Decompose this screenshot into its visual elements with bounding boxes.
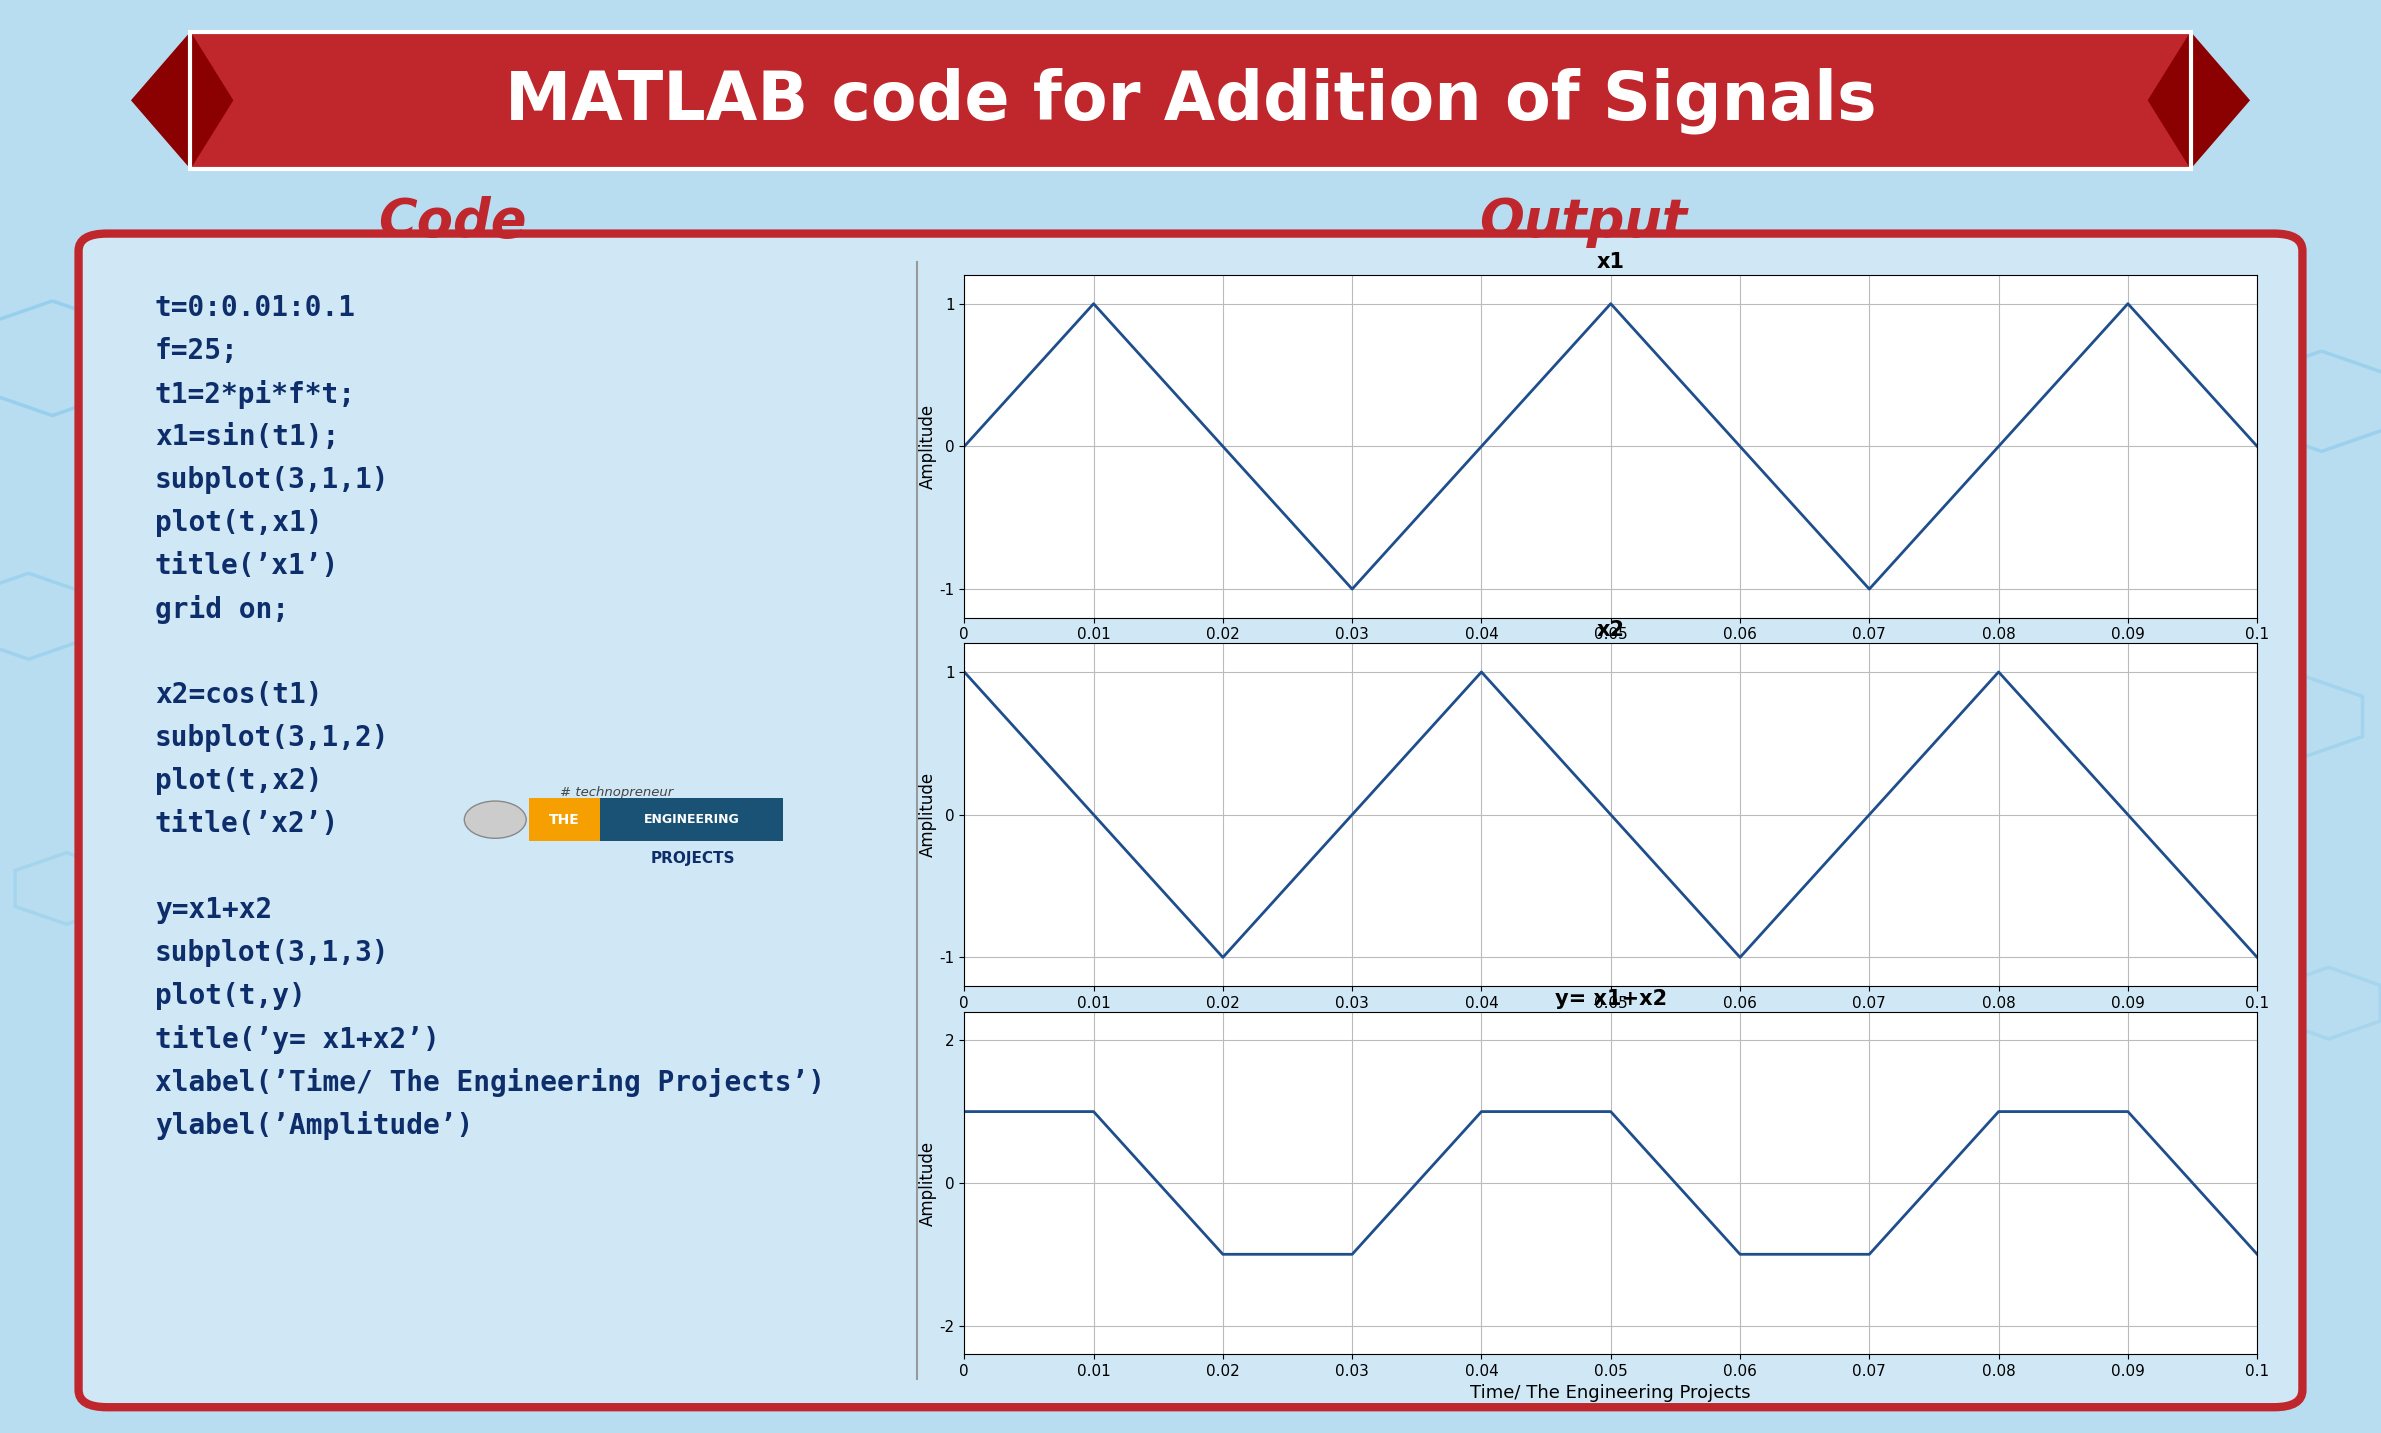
- Text: plot(t,x1): plot(t,x1): [155, 509, 321, 537]
- Text: subplot(3,1,2): subplot(3,1,2): [155, 724, 388, 752]
- Text: plot(t,x2): plot(t,x2): [155, 767, 321, 795]
- Circle shape: [464, 801, 526, 838]
- Text: grid on;: grid on;: [155, 595, 288, 623]
- Text: f=25;: f=25;: [155, 337, 238, 365]
- Title: x1: x1: [1598, 252, 1624, 272]
- Text: x1=sin(t1);: x1=sin(t1);: [155, 423, 338, 451]
- Polygon shape: [131, 32, 233, 169]
- Text: Code: Code: [379, 196, 526, 248]
- Text: ENGINEERING: ENGINEERING: [643, 813, 740, 827]
- Text: x2=cos(t1): x2=cos(t1): [155, 681, 321, 709]
- Text: PROJECTS: PROJECTS: [650, 851, 736, 866]
- Text: title(’x2’): title(’x2’): [155, 810, 338, 838]
- Y-axis label: Amplitude: Amplitude: [919, 404, 936, 489]
- Text: ylabel(’Amplitude’): ylabel(’Amplitude’): [155, 1111, 474, 1139]
- Text: subplot(3,1,1): subplot(3,1,1): [155, 466, 388, 494]
- Title: y= x1+x2: y= x1+x2: [1555, 989, 1667, 1009]
- Text: # technopreneur: # technopreneur: [560, 785, 674, 800]
- Text: MATLAB code for Addition of Signals: MATLAB code for Addition of Signals: [505, 67, 1876, 133]
- Y-axis label: Amplitude: Amplitude: [919, 772, 936, 857]
- Text: title(’y= x1+x2’): title(’y= x1+x2’): [155, 1025, 440, 1053]
- Polygon shape: [190, 32, 2191, 169]
- FancyBboxPatch shape: [79, 234, 2302, 1407]
- Text: THE: THE: [550, 813, 579, 827]
- Text: t1=2*pi*f*t;: t1=2*pi*f*t;: [155, 380, 355, 408]
- Text: title(’x1’): title(’x1’): [155, 552, 338, 580]
- Polygon shape: [2148, 32, 2250, 169]
- Text: subplot(3,1,3): subplot(3,1,3): [155, 939, 388, 967]
- Text: t=0:0.01:0.1: t=0:0.01:0.1: [155, 294, 355, 322]
- Title: x2: x2: [1598, 620, 1624, 641]
- Text: xlabel(’Time/ The Engineering Projects’): xlabel(’Time/ The Engineering Projects’): [155, 1068, 824, 1096]
- Text: Output: Output: [1479, 196, 1688, 248]
- Y-axis label: Amplitude: Amplitude: [919, 1141, 936, 1225]
- Text: y=x1+x2: y=x1+x2: [155, 896, 271, 924]
- FancyBboxPatch shape: [529, 798, 600, 841]
- X-axis label: Time/ The Engineering Projects: Time/ The Engineering Projects: [1471, 1384, 1750, 1403]
- Text: plot(t,y): plot(t,y): [155, 982, 305, 1010]
- FancyBboxPatch shape: [600, 798, 783, 841]
